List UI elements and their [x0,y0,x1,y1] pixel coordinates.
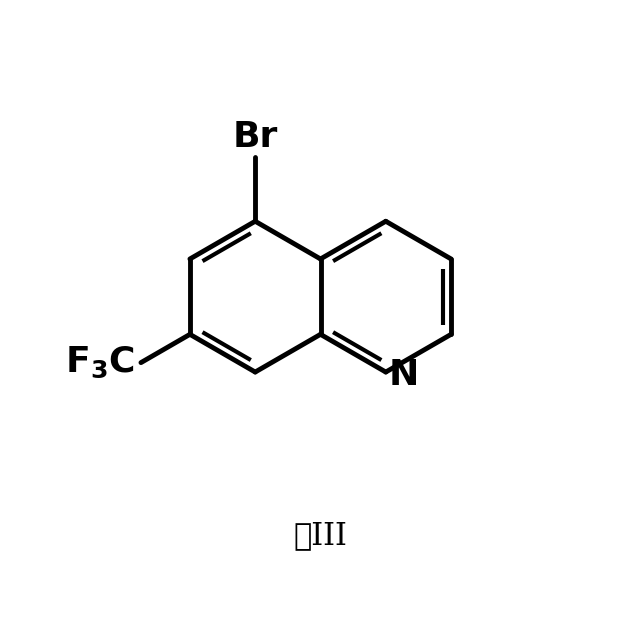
Text: 式III: 式III [294,520,347,551]
Text: Br: Br [233,120,278,154]
Text: N: N [389,358,419,392]
Text: $\mathbf{F_3C}$: $\mathbf{F_3C}$ [65,345,135,380]
